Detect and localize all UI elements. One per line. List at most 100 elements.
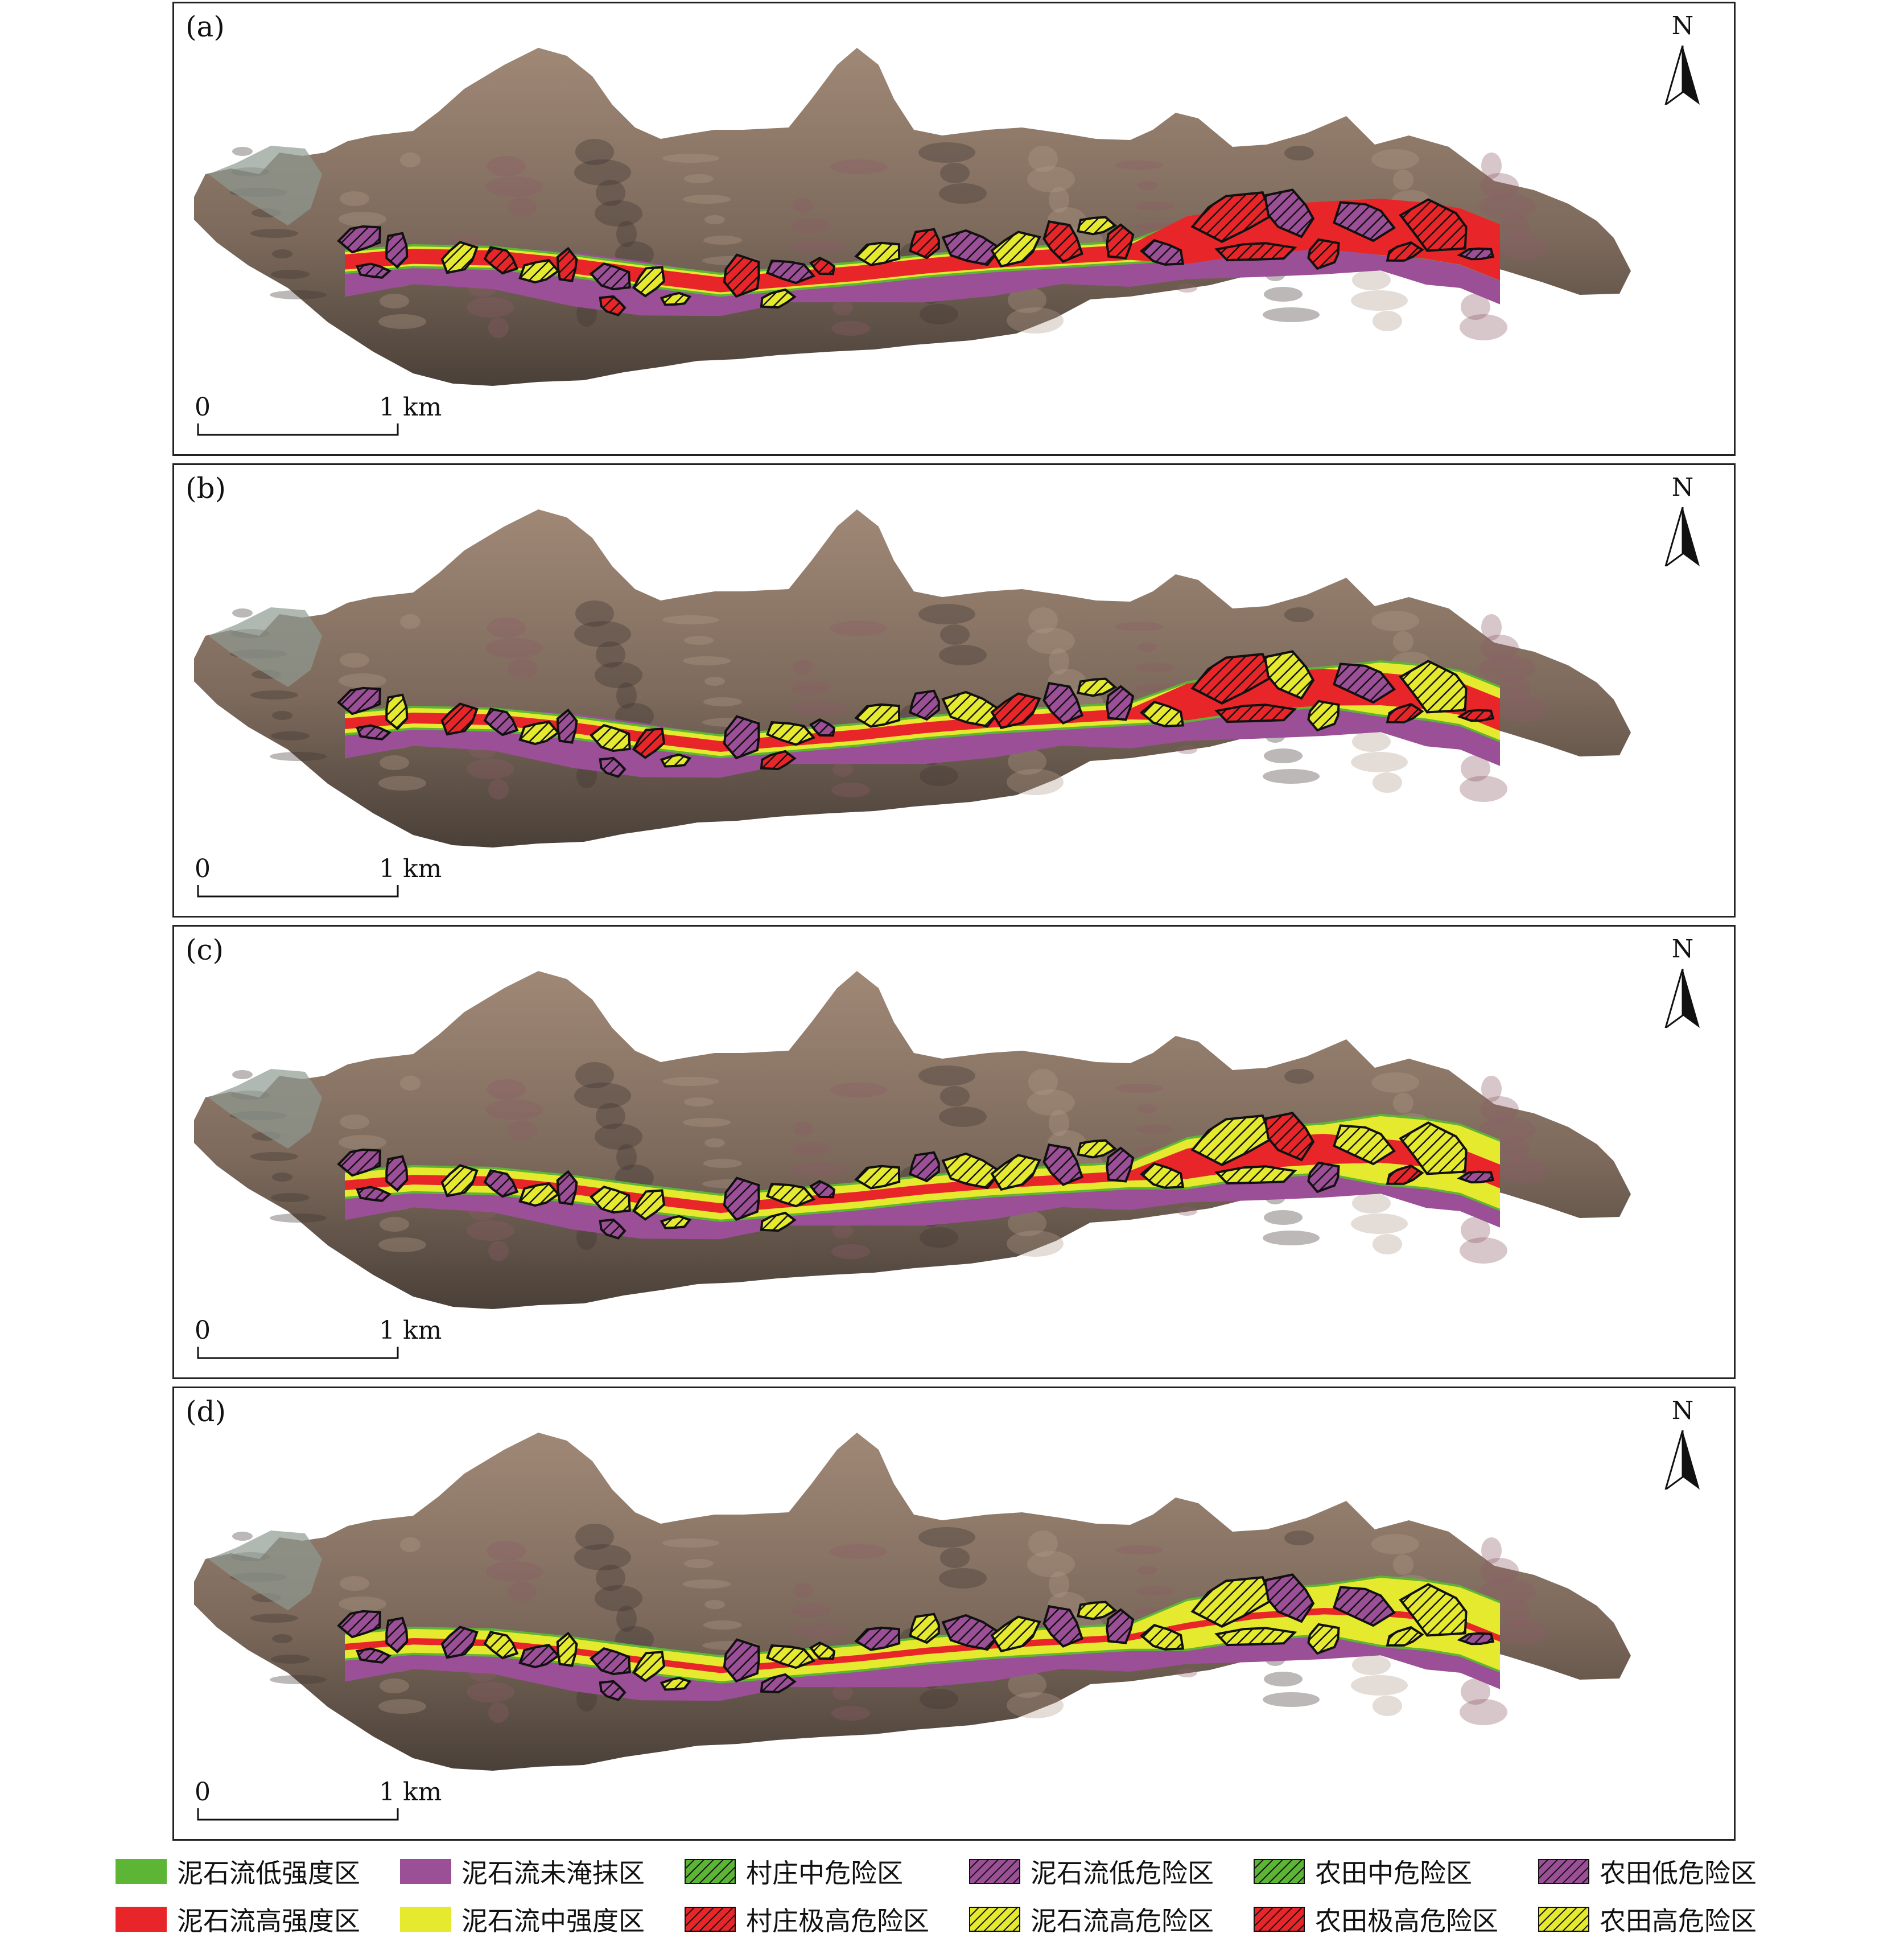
village-area-imagery (208, 607, 322, 687)
terrain-texture (662, 1538, 719, 1548)
terrain-texture (1263, 769, 1320, 784)
terrain-texture (833, 1685, 853, 1700)
terrain-texture (378, 776, 426, 791)
terrain-texture (1263, 1692, 1320, 1707)
scale-start-label: 0 (195, 393, 211, 422)
north-arrow-icon (1664, 46, 1700, 105)
terrain-texture (339, 673, 386, 688)
farmland-hazard-unit (854, 241, 901, 266)
terrain-texture (793, 1121, 813, 1136)
terrain-texture (272, 249, 292, 258)
terrain-texture (830, 159, 887, 174)
farmland-hazard-unit (990, 1154, 1041, 1191)
terrain-texture (1480, 1558, 1519, 1584)
legend-item: 村庄极高危险区 (685, 1902, 929, 1936)
terrain-texture (793, 1583, 813, 1598)
terrain-texture (487, 1541, 526, 1561)
terrain-texture (704, 1138, 725, 1147)
terrain-texture (486, 176, 543, 197)
terrain-texture (1028, 607, 1058, 633)
farmland-hazard-unit (990, 1615, 1041, 1653)
farmland-hazard-unit (1263, 1573, 1315, 1623)
terrain-texture (1177, 283, 1197, 293)
terrain-texture (918, 1527, 975, 1548)
terrain-texture (1393, 631, 1413, 652)
terrain-texture (830, 621, 887, 636)
terrain-texture (575, 1062, 614, 1088)
scale-bar: 0 1 km (191, 1778, 442, 1829)
hatched-yellow-swatch (969, 1907, 1020, 1932)
farmland-hazard-unit (766, 1644, 816, 1669)
farmland-hazard-unit (518, 258, 560, 284)
terrain-texture (1481, 1537, 1502, 1564)
terrain-texture (1049, 1571, 1069, 1598)
terrain-texture (1461, 755, 1490, 781)
terrain-texture (232, 1532, 253, 1541)
terrain-texture (662, 615, 719, 624)
terrain-texture (684, 636, 714, 645)
farmland-hazard-unit (909, 1151, 940, 1183)
terrain-texture (792, 1142, 830, 1157)
terrain-texture (1284, 1069, 1314, 1084)
farmland-hazard-unit (1307, 238, 1340, 270)
legend-item: 村庄中危险区 (685, 1854, 903, 1889)
terrain-texture (250, 1614, 298, 1623)
legend-item: 泥石流低强度区 (116, 1854, 360, 1889)
farmland-hazard-unit (660, 291, 692, 306)
farmland-hazard-unit (854, 703, 901, 728)
terrain-texture (920, 304, 958, 324)
farmland-hazard-unit (809, 256, 836, 275)
terrain-texture (487, 156, 526, 176)
farmland-hazard-unit (1333, 1586, 1396, 1627)
solid-purple-swatch (400, 1859, 451, 1884)
terrain-texture (1264, 748, 1303, 763)
terrain-texture (575, 139, 614, 165)
terrain-texture (920, 766, 958, 786)
legend-item: 农田极高危险区 (1254, 1902, 1498, 1936)
farmland-hazard-unit (632, 266, 666, 298)
terrain-texture (488, 1241, 509, 1261)
terrain-texture (378, 314, 426, 329)
farmland-hazard-unit (1106, 1146, 1135, 1183)
farmland-hazard-unit (766, 1183, 816, 1208)
legend-item: 泥石流中强度区 (400, 1902, 645, 1936)
terrain-texture (1137, 643, 1157, 652)
terrain-texture (340, 653, 369, 668)
farmland-hazard-unit (1457, 247, 1495, 261)
legend-label: 泥石流低危险区 (1031, 1858, 1214, 1889)
terrain-texture (380, 755, 409, 770)
terrain-texture (595, 1124, 642, 1150)
terrain-texture (940, 624, 970, 645)
farmland-hazard-unit (1140, 1162, 1185, 1189)
terrain-texture (378, 1237, 426, 1252)
scale-end-label: 1 km (379, 1316, 442, 1345)
terrain-texture (488, 318, 509, 338)
terrain-texture (790, 1624, 847, 1639)
terrain-texture (467, 1682, 514, 1702)
terrain-texture (574, 621, 631, 647)
farmland-hazard-unit (632, 1651, 666, 1682)
terrain-texture (380, 1679, 409, 1693)
farmland-hazard-unit (632, 727, 666, 759)
terrain-texture (232, 608, 253, 618)
north-label: N (1671, 11, 1694, 40)
map-canvas (194, 509, 1631, 848)
terrain-texture (833, 301, 853, 315)
terrain-texture (790, 239, 847, 254)
terrain-texture (940, 1548, 970, 1568)
farmland-hazard-unit (723, 1176, 760, 1221)
terrain-texture (1371, 149, 1419, 170)
scale-line (197, 1808, 399, 1821)
farmland-hazard-unit (440, 241, 479, 274)
terrain-texture (1027, 166, 1075, 192)
village-hazard-unit (337, 1148, 382, 1177)
map-panel: (a) N 0 1 km (172, 2, 1736, 456)
farmland-hazard-unit (1386, 702, 1424, 723)
terrain-texture (1008, 287, 1046, 313)
terrain-texture (232, 147, 253, 156)
terrain-texture (792, 219, 830, 233)
terrain-texture (1481, 1076, 1502, 1102)
terrain-texture (1480, 1096, 1519, 1122)
terrain-texture (683, 1118, 731, 1127)
farmland-hazard-unit (1263, 1112, 1315, 1162)
